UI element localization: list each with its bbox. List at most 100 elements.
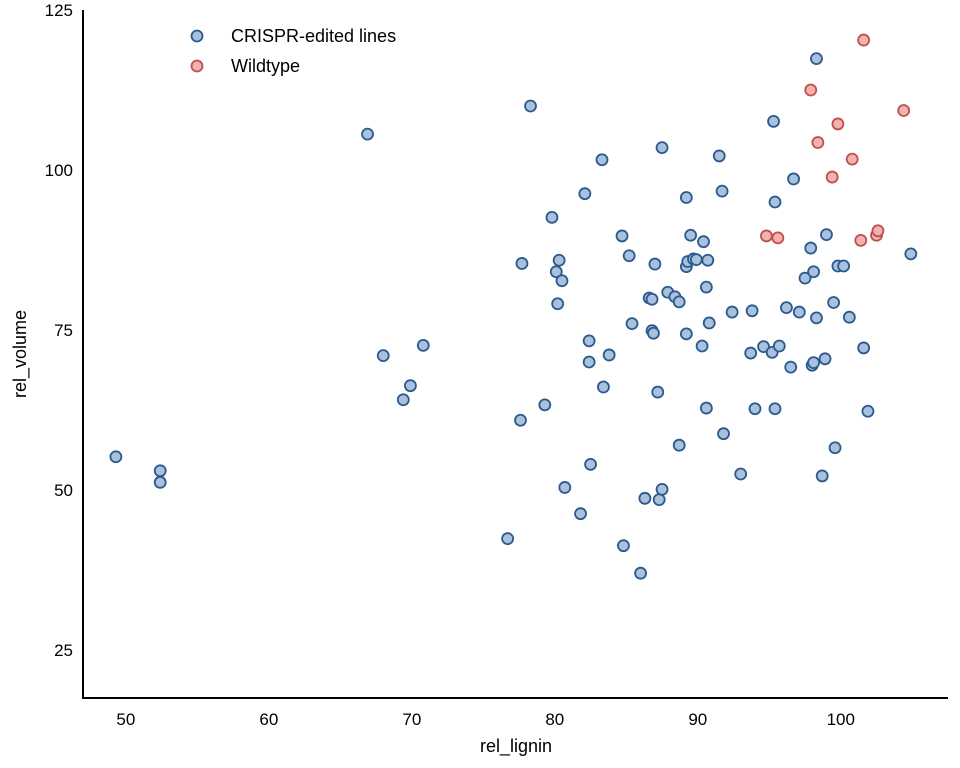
data-point-0-41 [655, 482, 669, 496]
data-point-0-29 [622, 249, 636, 263]
data-point-0-66 [748, 402, 762, 416]
data-point-0-55 [699, 401, 713, 415]
data-point-0-18 [558, 481, 572, 494]
data-point-0-32 [638, 491, 652, 505]
series-wildtype [760, 33, 911, 247]
data-point-1-1 [771, 231, 785, 245]
data-point-1-5 [831, 117, 845, 131]
data-point-0-9 [514, 413, 527, 427]
data-points [109, 33, 918, 580]
data-point-0-27 [615, 229, 629, 243]
data-point-0-62 [725, 305, 739, 319]
data-point-0-58 [702, 316, 716, 330]
data-point-0-3 [361, 127, 374, 141]
series-crispr [109, 52, 918, 580]
data-point-0-91 [842, 310, 856, 324]
data-point-0-80 [807, 356, 821, 370]
data-point-1-6 [845, 152, 859, 166]
data-point-0-60 [715, 184, 729, 198]
data-point-0-67 [757, 340, 770, 354]
data-point-0-59 [712, 149, 726, 163]
data-point-0-85 [818, 352, 832, 366]
y-tick-label-100: 100 [45, 161, 73, 180]
data-point-0-50 [684, 228, 698, 242]
data-point-0-44 [672, 295, 686, 309]
legend-label-wildtype: Wildtype [231, 56, 300, 76]
data-point-1-11 [897, 104, 911, 117]
data-point-0-82 [810, 311, 823, 325]
data-point-0-39 [652, 493, 666, 507]
data-point-0-53 [695, 339, 709, 353]
data-point-0-56 [699, 280, 713, 294]
x-tick-label-100: 100 [827, 710, 855, 729]
x-tick-label-90: 90 [688, 710, 707, 729]
y-axis-title: rel_volume [10, 310, 31, 398]
x-tick-labels: 50 60 70 80 90 100 [116, 710, 855, 729]
data-point-0-34 [645, 292, 659, 306]
data-point-0-69 [767, 114, 780, 128]
data-point-1-8 [857, 33, 871, 47]
data-point-0-40 [655, 141, 669, 155]
data-point-0-78 [804, 241, 818, 255]
data-point-0-37 [648, 257, 662, 271]
data-point-0-83 [810, 52, 823, 66]
data-point-1-3 [811, 136, 825, 149]
data-point-0-26 [602, 348, 616, 362]
data-point-0-15 [551, 297, 565, 311]
data-point-0-2 [153, 475, 167, 489]
x-tick-label-80: 80 [545, 710, 564, 729]
legend-label-crispr: CRISPR-edited lines [231, 26, 396, 46]
data-point-0-87 [827, 296, 841, 309]
data-point-0-0 [109, 450, 123, 464]
data-point-0-72 [772, 339, 786, 353]
data-point-0-94 [904, 247, 918, 261]
data-point-0-65 [745, 304, 759, 318]
data-point-0-17 [555, 274, 569, 288]
data-point-1-4 [825, 170, 839, 184]
data-point-0-20 [578, 187, 592, 201]
data-point-1-7 [854, 233, 868, 247]
data-point-0-30 [625, 317, 639, 331]
x-tick-label-50: 50 [116, 710, 135, 729]
data-point-0-36 [647, 326, 660, 340]
data-point-0-25 [597, 380, 610, 394]
y-tick-labels: 25 50 75 100 125 [45, 1, 73, 660]
data-point-0-77 [798, 271, 812, 285]
data-point-0-10 [515, 257, 529, 270]
data-point-0-74 [784, 360, 798, 374]
data-point-0-5 [396, 393, 410, 407]
data-point-0-6 [404, 379, 417, 393]
data-point-0-92 [857, 341, 871, 355]
data-point-0-45 [672, 438, 686, 452]
y-tick-label-75: 75 [54, 321, 73, 340]
data-point-0-13 [545, 210, 559, 224]
data-point-0-63 [734, 467, 748, 481]
data-point-0-70 [768, 195, 782, 209]
data-point-0-19 [574, 507, 587, 521]
data-point-1-2 [804, 83, 818, 97]
data-point-0-57 [701, 253, 715, 267]
data-point-0-64 [744, 346, 758, 360]
data-point-0-81 [807, 265, 821, 279]
data-point-0-71 [768, 402, 782, 416]
data-point-0-76 [792, 305, 806, 319]
x-tick-label-60: 60 [259, 710, 278, 729]
data-point-0-73 [780, 301, 793, 315]
data-point-0-14 [549, 265, 563, 279]
data-point-0-23 [584, 457, 597, 471]
data-point-0-61 [717, 427, 730, 441]
data-point-0-22 [582, 355, 596, 369]
x-axis-title: rel_lignin [480, 736, 552, 757]
data-point-0-54 [697, 235, 710, 249]
data-point-0-90 [837, 259, 851, 273]
data-point-0-46 [679, 191, 693, 204]
data-point-0-47 [679, 327, 693, 341]
x-tick-label-70: 70 [402, 710, 421, 729]
data-point-0-93 [861, 404, 875, 418]
data-point-0-24 [595, 153, 609, 167]
axes [82, 10, 948, 699]
data-point-0-16 [552, 253, 566, 267]
data-point-0-88 [828, 441, 842, 455]
data-point-0-38 [651, 385, 665, 399]
legend-marker-crispr [190, 29, 204, 43]
